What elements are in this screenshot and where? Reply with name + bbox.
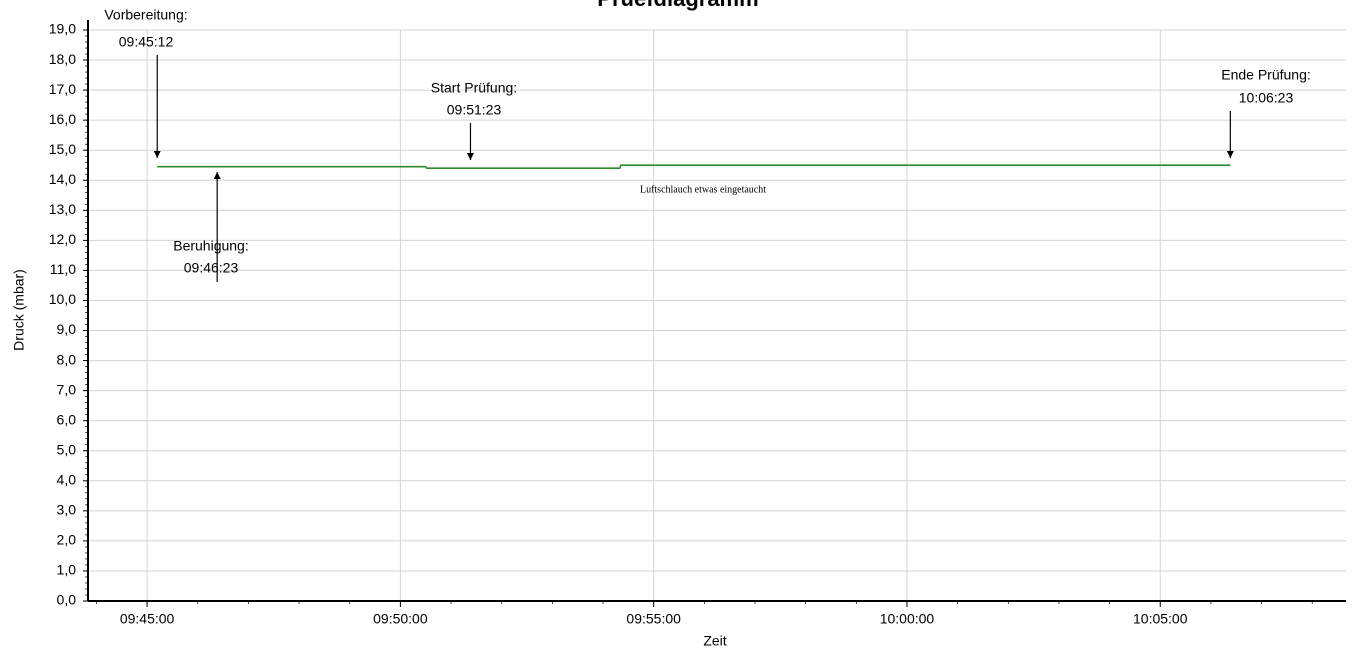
y-tick-label: 15,0 — [49, 141, 76, 157]
x-tick-label: 09:50:00 — [373, 611, 428, 627]
y-tick-label: 16,0 — [49, 111, 76, 127]
y-tick-label: 7,0 — [57, 381, 77, 397]
annotation-label: Vorbereitung: — [104, 7, 187, 23]
y-tick-label: 5,0 — [57, 441, 77, 457]
annotation-arrow-head — [213, 172, 221, 179]
annotations: Vorbereitung: 09:45:12 Beruhigung: 09:46:23… — [104, 7, 1311, 282]
x-tick-label: 09:45:00 — [120, 611, 175, 627]
y-tick-label: 18,0 — [49, 51, 76, 67]
annotation-time: 09:46:23 — [184, 260, 239, 276]
y-tick-label: 4,0 — [57, 471, 77, 487]
chart-note: Luftschlauch etwas eingetaucht — [640, 184, 766, 195]
pressure-series-line — [157, 164, 1231, 169]
x-axis-label: Zeit — [703, 633, 726, 649]
y-tick-label: 19,0 — [49, 21, 76, 37]
y-tick-label: 2,0 — [57, 532, 77, 548]
y-tick-label: 12,0 — [49, 231, 76, 247]
annotation-time: 10:06:23 — [1239, 90, 1294, 106]
series-layer — [157, 164, 1231, 169]
axes: 0,0 1,0 2,0 3,0 4,0 5,0 6,0 7,0 8,0 9,0 10,0 11,0 12… — [49, 20, 1346, 627]
y-tick-label: 11,0 — [50, 261, 76, 277]
y-tick-label: 6,0 — [57, 411, 77, 427]
annotation-arrow-head — [153, 151, 161, 158]
y-tick-label: 17,0 — [49, 81, 76, 97]
y-axis-label: Druck (mbar) — [11, 269, 27, 351]
annotation-label: Beruhigung: — [173, 238, 249, 254]
y-tick-label: 8,0 — [57, 351, 77, 367]
y-tick-label: 1,0 — [57, 562, 77, 578]
y-tick-label: 3,0 — [57, 502, 77, 518]
x-tick-label: 09:55:00 — [626, 611, 681, 627]
y-tick-label: 9,0 — [57, 321, 77, 337]
y-tick-label: 14,0 — [49, 171, 76, 187]
annotation-arrow-head — [466, 153, 474, 160]
grid-lines — [88, 29, 1346, 601]
x-tick-label: 10:05:00 — [1133, 611, 1188, 627]
annotation-time: 09:45:12 — [119, 34, 174, 50]
y-tick-label: 10,0 — [49, 291, 76, 307]
annotation-arrow-head — [1226, 151, 1234, 158]
y-tick-label: 13,0 — [49, 201, 76, 217]
chart-title: Pruefdiagramm — [597, 0, 758, 11]
annotation-label: Ende Prüfung: — [1221, 67, 1311, 83]
annotation-time: 09:51:23 — [447, 102, 502, 118]
y-tick-label: 0,0 — [57, 592, 77, 608]
annotation-label: Start Prüfung: — [431, 80, 517, 96]
x-tick-label: 10:00:00 — [880, 611, 935, 627]
